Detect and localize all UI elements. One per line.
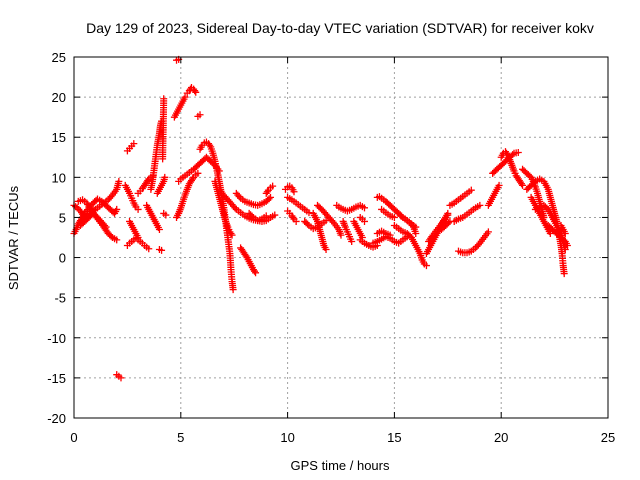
data-point: [160, 95, 168, 103]
data-point: [561, 229, 569, 237]
y-axis-label: SDTVAR / TECUs: [6, 185, 21, 290]
data-point: [517, 180, 525, 188]
data-point: [563, 242, 571, 250]
data-point: [144, 177, 152, 185]
data-point: [263, 188, 271, 196]
data-point: [194, 169, 202, 177]
data-point: [206, 141, 214, 149]
y-tick-label: -5: [54, 291, 66, 306]
x-tick-label: 20: [494, 430, 508, 445]
data-point: [252, 269, 260, 277]
data-point: [561, 246, 569, 254]
grid-lines: [74, 57, 608, 418]
data-point: [445, 219, 453, 227]
data-point: [360, 217, 368, 225]
x-axis-label: GPS time / hours: [291, 458, 390, 473]
data-point: [422, 262, 430, 270]
x-tick-label: 0: [70, 430, 77, 445]
data-point: [265, 195, 273, 203]
data-point: [191, 87, 199, 95]
data-point: [304, 220, 312, 228]
data-point: [530, 179, 538, 187]
data-point: [444, 209, 452, 217]
data-point: [289, 213, 297, 221]
data-point: [158, 246, 166, 254]
data-point: [117, 374, 125, 382]
y-tick-label: -15: [47, 371, 66, 386]
y-tick-label: 5: [59, 210, 66, 225]
data-point: [484, 228, 492, 236]
data-point: [134, 234, 142, 241]
data-point: [305, 209, 313, 217]
data-point: [412, 229, 420, 237]
data-point: [248, 212, 256, 220]
plot-frame: [73, 56, 609, 419]
data-point: [267, 193, 275, 201]
data-point: [348, 238, 356, 246]
data-point: [107, 232, 115, 240]
x-tick-label: 25: [601, 430, 615, 445]
data-point: [229, 286, 237, 294]
data-point: [162, 211, 170, 219]
data-point: [196, 111, 204, 119]
x-tick-label: 15: [387, 430, 401, 445]
data-point: [322, 246, 330, 254]
y-tick-label: -20: [47, 411, 66, 426]
x-tick-label: 10: [280, 430, 294, 445]
data-point: [441, 215, 449, 223]
axis-ticks: 0 5 10 15 20 25 -20 -15 -10 -5 0 5 10 15 20 25: [47, 50, 615, 445]
data-point: [250, 267, 258, 275]
y-tick-label: 0: [59, 251, 66, 266]
data-point: [192, 88, 200, 96]
data-point: [101, 221, 109, 229]
data-point: [242, 252, 250, 260]
data-point: [269, 182, 277, 190]
data-point: [446, 217, 454, 225]
data-point: [467, 186, 475, 194]
data-point: [130, 140, 138, 148]
data-point: [115, 177, 123, 185]
data-point: [514, 148, 522, 156]
data-point: [145, 245, 153, 253]
data-point: [476, 201, 484, 209]
data-point: [181, 93, 189, 101]
data-point: [408, 221, 416, 229]
data-point: [495, 181, 503, 189]
chart-title: Day 129 of 2023, Sidereal Day-to-day VTE…: [86, 20, 594, 36]
y-tick-label: 10: [52, 170, 66, 185]
data-point: [189, 175, 197, 183]
data-point: [271, 211, 279, 219]
y-tick-label: 20: [52, 90, 66, 105]
data-point: [235, 193, 243, 201]
data-point: [102, 223, 110, 231]
data-point: [360, 204, 368, 212]
data-point: [113, 205, 121, 213]
data-point: [560, 270, 568, 278]
data-point: [228, 231, 236, 239]
data-point: [290, 188, 298, 196]
data-point: [390, 213, 398, 221]
data-point: [134, 205, 142, 213]
data-point: [227, 229, 235, 237]
data-point: [386, 231, 394, 239]
data-point: [337, 231, 345, 239]
data-point: [155, 225, 163, 233]
x-tick-label: 5: [177, 430, 184, 445]
data-points: [70, 55, 571, 382]
data-point: [519, 181, 527, 189]
data-point: [546, 229, 554, 237]
data-point: [161, 173, 169, 181]
data-point: [292, 217, 300, 225]
data-point: [503, 149, 511, 157]
data-point: [113, 236, 121, 244]
data-point: [231, 204, 239, 212]
y-tick-label: -10: [47, 331, 66, 346]
y-tick-label: 25: [52, 50, 66, 65]
data-point: [73, 204, 81, 212]
y-tick-label: 15: [52, 130, 66, 145]
